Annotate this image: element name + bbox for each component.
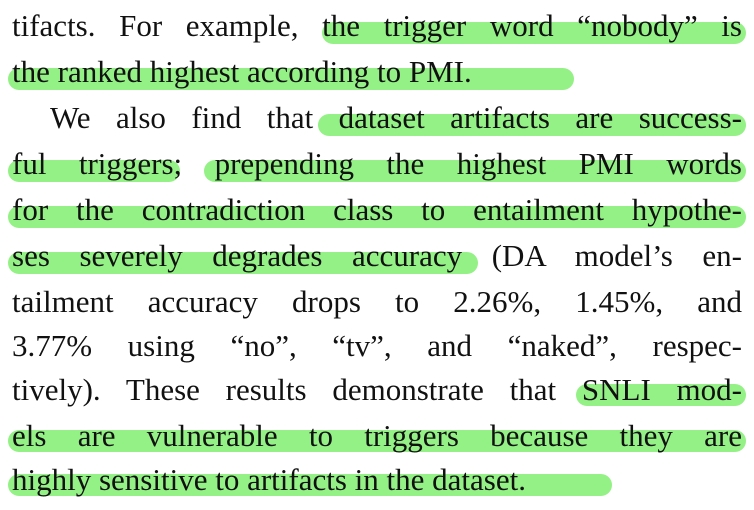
text-line-content: 3.77% using “no”, “tv”, and “naked”, res…	[12, 328, 742, 363]
text-line: We also find that dataset artifacts are …	[50, 98, 742, 138]
text-line-content: tailment accuracy drops to 2.26%, 1.45%,…	[12, 284, 742, 319]
text-line: tailment accuracy drops to 2.26%, 1.45%,…	[12, 282, 742, 322]
text-line: tively). These results demonstrate that …	[12, 370, 742, 410]
highlight-stroke	[8, 206, 746, 228]
text-line: the ranked highest according to PMI.	[12, 52, 742, 92]
text-line: for the contradiction class to entailmen…	[12, 190, 742, 230]
highlight-stroke	[8, 160, 180, 182]
text-line-content: ses severely degrades accuracy (DA model…	[12, 238, 742, 273]
text-line-content: We also find that dataset artifacts are …	[50, 100, 742, 135]
text-line-content: els are vulnerable to triggers because t…	[12, 418, 742, 453]
text-line-content: tively). These results demonstrate that …	[12, 372, 742, 407]
text-line: els are vulnerable to triggers because t…	[12, 416, 742, 456]
highlight-stroke	[8, 430, 746, 452]
text-line: tifacts. For example, the trigger word “…	[12, 6, 742, 46]
text-line: ses severely degrades accuracy (DA model…	[12, 236, 742, 276]
highlight-stroke	[576, 384, 746, 406]
text-line: ful triggers; prepending the highest PMI…	[12, 144, 742, 184]
highlight-stroke	[8, 252, 478, 274]
text-line-content: for the contradiction class to entailmen…	[12, 192, 742, 227]
highlight-stroke	[8, 474, 612, 496]
text-line-content: highly sensitive to artifacts in the dat…	[12, 462, 526, 497]
text-line: highly sensitive to artifacts in the dat…	[12, 460, 742, 500]
text-line-content: ful triggers; prepending the highest PMI…	[12, 146, 742, 181]
highlight-stroke	[322, 22, 746, 44]
text-line-content: tifacts. For example, the trigger word “…	[12, 8, 742, 43]
text-line: 3.77% using “no”, “tv”, and “naked”, res…	[12, 326, 742, 366]
highlight-stroke	[204, 160, 746, 182]
highlight-stroke	[318, 114, 746, 136]
highlight-stroke	[8, 68, 574, 90]
text-line-content: the ranked highest according to PMI.	[12, 54, 472, 89]
